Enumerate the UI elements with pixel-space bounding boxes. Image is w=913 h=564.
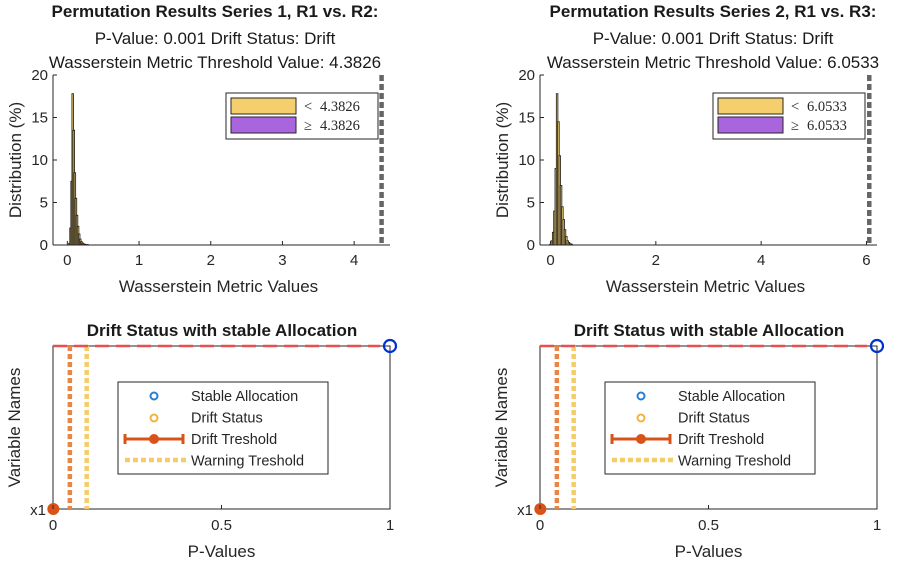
x-tick-label: 0	[546, 252, 554, 269]
x-tick-label: 6	[862, 252, 870, 269]
x-axis-label: Wasserstein Metric Values	[606, 277, 805, 296]
legend-symbol: ≥	[304, 118, 312, 134]
legend-swatch	[717, 116, 784, 134]
y-tick-label: 0	[527, 237, 535, 254]
x-tick-label: 0.5	[698, 517, 719, 534]
y-tick-label: x1	[517, 502, 533, 519]
histogram-chart-2: Permutation Results Series 2, R1 vs. R3:…	[493, 2, 879, 296]
legend-swatch	[717, 97, 784, 115]
y-tick-label: 20	[31, 67, 48, 84]
chart-subtitle-threshold: Wasserstein Metric Threshold Value: 6.05…	[547, 53, 879, 72]
chart-subtitle-pvalue: P-Value: 0.001 Drift Status: Drift	[95, 29, 336, 48]
legend-symbol: <	[304, 99, 312, 115]
legend-label: Warning Treshold	[678, 454, 791, 470]
y-tick-label: 5	[40, 195, 48, 212]
legend-label: Stable Allocation	[678, 389, 785, 405]
legend-value: 4.3826	[320, 118, 360, 134]
y-axis-label: Variable Names	[492, 368, 511, 488]
chart-subtitle-pvalue: P-Value: 0.001 Drift Status: Drift	[593, 29, 834, 48]
legend-label: Drift Status	[191, 411, 263, 427]
chart-title: Permutation Results Series 1, R1 vs. R2:	[52, 2, 379, 21]
y-axis-label: Distribution (%)	[6, 102, 25, 218]
y-tick-label: 10	[518, 152, 535, 169]
legend-drift-marker	[636, 413, 646, 423]
y-tick-label: 0	[40, 237, 48, 254]
x-tick-label: 1	[873, 517, 881, 534]
legend-swatch	[230, 116, 297, 134]
x-axis-label: Wasserstein Metric Values	[119, 277, 318, 296]
legend: Stable Allocation Drift Status Drift Tresh…	[117, 381, 329, 475]
chart-title: Permutation Results Series 2, R1 vs. R3:	[550, 2, 877, 21]
x-tick-label: 0	[49, 517, 57, 534]
y-tick-label: x1	[30, 502, 46, 519]
x-tick-label: 2	[652, 252, 660, 269]
x-tick-label: 0	[63, 252, 71, 269]
y-tick-label: 15	[518, 110, 535, 127]
chart-title: Drift Status with stable Allocation	[574, 321, 844, 340]
legend: <4.3826 ≥ 4.3826	[225, 92, 379, 140]
x-tick-label: 2	[207, 252, 215, 269]
legend-label: Stable Allocation	[191, 389, 298, 405]
y-tick-label: 15	[31, 110, 48, 127]
legend-value: 6.0533	[807, 118, 847, 134]
y-axis-label: Variable Names	[5, 368, 24, 488]
drift-status-chart-1: Drift Status with stable Allocation 0 0.5 1…	[5, 321, 398, 561]
y-tick-label: 10	[31, 152, 48, 169]
legend: <6.0533 ≥ 6.0533	[712, 92, 866, 140]
y-tick-label: 5	[527, 195, 535, 212]
legend-label: Drift Status	[678, 411, 750, 427]
y-axis-label: Distribution (%)	[493, 102, 512, 218]
x-tick-label: 3	[278, 252, 286, 269]
stable-allocation-point	[869, 338, 885, 354]
chart-title: Drift Status with stable Allocation	[87, 321, 357, 340]
legend-label: Drift Treshold	[678, 432, 764, 448]
x-tick-label: 0	[536, 517, 544, 534]
legend-stable-marker	[636, 391, 646, 401]
stable-allocation-point	[382, 338, 398, 354]
legend-value: 6.0533	[807, 99, 847, 115]
x-tick-label: 1	[135, 252, 143, 269]
legend-symbol: <	[791, 99, 799, 115]
x-axis-label: P-Values	[675, 542, 743, 561]
legend-drift-threshold-dot	[636, 434, 646, 444]
legend: Stable Allocation Drift Status Drift Tresh…	[604, 381, 816, 475]
legend-drift-marker	[149, 413, 159, 423]
x-tick-label: 0.5	[211, 517, 232, 534]
x-tick-label: 4	[350, 252, 358, 269]
legend-label: Warning Treshold	[191, 454, 304, 470]
legend-stable-marker	[149, 391, 159, 401]
histogram-chart-1: Permutation Results Series 1, R1 vs. R2:…	[6, 2, 390, 296]
x-tick-label: 1	[386, 517, 394, 534]
y-tick-label: 20	[518, 67, 535, 84]
legend-swatch	[230, 97, 297, 115]
chart-subtitle-threshold: Wasserstein Metric Threshold Value: 4.38…	[49, 53, 381, 72]
drift-status-chart-2: Drift Status with stable Allocation 0 0.5 1…	[492, 321, 885, 561]
legend-drift-threshold-dot	[149, 434, 159, 444]
legend-label: Drift Treshold	[191, 432, 277, 448]
legend-value: 4.3826	[320, 99, 360, 115]
x-axis-label: P-Values	[188, 542, 256, 561]
legend-symbol: ≥	[791, 118, 799, 134]
x-tick-label: 4	[757, 252, 765, 269]
